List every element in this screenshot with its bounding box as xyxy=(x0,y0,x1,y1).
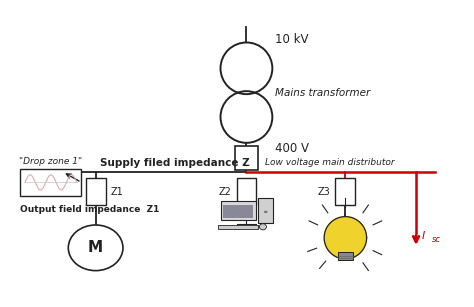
Text: sc: sc xyxy=(432,235,441,244)
Text: 10 kV: 10 kV xyxy=(275,33,308,46)
Bar xyxy=(336,178,356,205)
Text: Mains transformer: Mains transformer xyxy=(275,88,370,98)
Text: Low voltage main distributor: Low voltage main distributor xyxy=(265,158,395,167)
Bar xyxy=(20,169,82,196)
Bar xyxy=(237,178,256,205)
Ellipse shape xyxy=(68,225,123,271)
Text: Z2: Z2 xyxy=(219,187,232,196)
Text: "Drop zone 1": "Drop zone 1" xyxy=(19,157,82,166)
Text: Output field impedance  Z1: Output field impedance Z1 xyxy=(20,205,160,214)
Bar xyxy=(235,146,258,170)
Polygon shape xyxy=(324,217,366,259)
Text: Supply filed impedance Z: Supply filed impedance Z xyxy=(100,157,250,168)
Text: 400 V: 400 V xyxy=(275,142,309,155)
Text: M: M xyxy=(88,240,103,255)
Bar xyxy=(220,201,256,220)
Text: I: I xyxy=(422,231,425,241)
Circle shape xyxy=(264,211,268,213)
Bar xyxy=(223,205,253,218)
Bar xyxy=(86,178,106,205)
Bar xyxy=(338,252,353,260)
Text: Z1: Z1 xyxy=(110,187,123,196)
Bar xyxy=(258,198,273,223)
Text: Z3: Z3 xyxy=(318,187,331,196)
Bar xyxy=(218,225,258,229)
Ellipse shape xyxy=(259,224,266,230)
